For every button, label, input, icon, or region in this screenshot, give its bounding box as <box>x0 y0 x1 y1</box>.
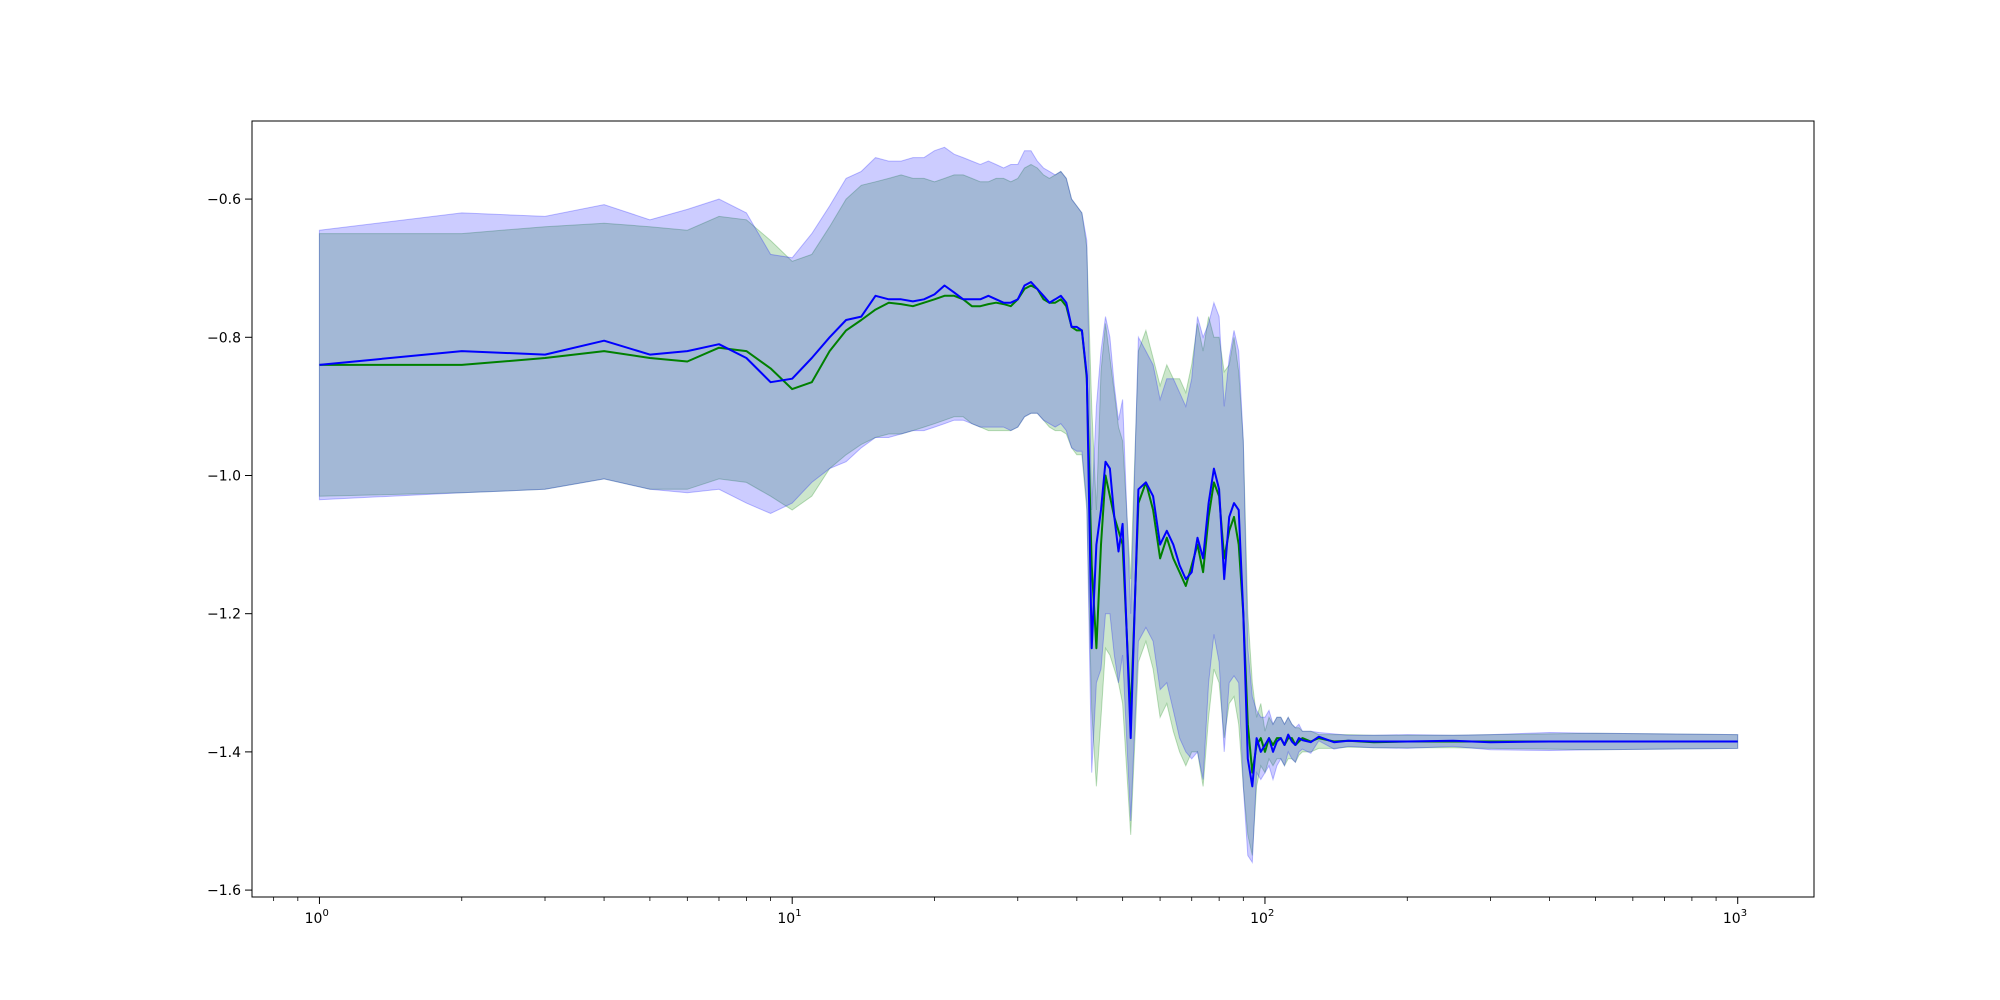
confidence-bands <box>318 146 1739 864</box>
x-tick-exponent: 0 <box>322 908 328 919</box>
y-tick-label: −1.2 <box>207 607 241 623</box>
y-tick-label: −0.8 <box>207 330 241 346</box>
series-lines <box>319 281 1738 788</box>
x-tick-base: 10 <box>1250 911 1268 927</box>
x-tick-label: 10 1 <box>777 908 801 927</box>
x-tick-base: 10 <box>305 911 323 927</box>
y-axis: −0.6 −0.8 −1.0 −1.2 −1.4 −1.6 <box>207 192 252 899</box>
plot-frame <box>251 120 1815 898</box>
x-tick-label: 10 2 <box>1250 908 1274 927</box>
y-tick-label: −0.6 <box>207 192 241 208</box>
y-tick-label: −1.6 <box>207 883 241 899</box>
x-tick-exponent: 1 <box>795 908 801 919</box>
x-tick-base: 10 <box>777 911 795 927</box>
x-tick-label: 10 3 <box>1723 908 1747 927</box>
band-green <box>318 163 1739 856</box>
line-blue <box>319 281 1738 788</box>
x-tick-base: 10 <box>1723 911 1741 927</box>
x-tick-exponent: 3 <box>1741 908 1747 919</box>
x-tick-label: 10 0 <box>305 908 329 927</box>
y-tick-label: −1.4 <box>207 745 241 761</box>
line-green <box>319 284 1738 774</box>
x-axis: 10 0 10 1 10 2 10 3 <box>273 897 1747 927</box>
y-tick-label: −1.0 <box>207 468 241 484</box>
x-tick-exponent: 2 <box>1268 908 1274 919</box>
band-blue <box>318 146 1739 864</box>
